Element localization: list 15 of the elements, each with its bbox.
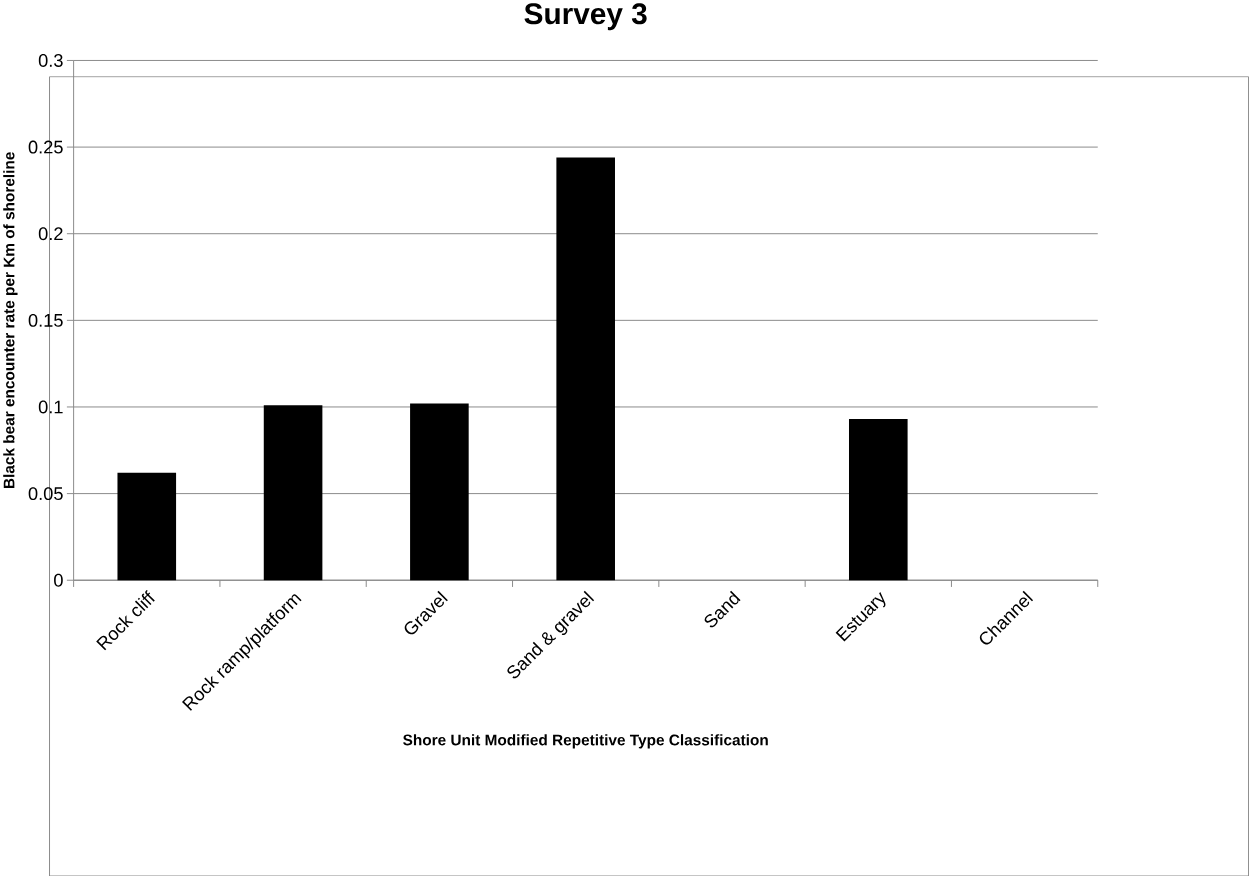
bar [263,405,323,580]
chart-title: Survey 3 [524,2,647,30]
y-tick-label: 0.05 [28,486,63,500]
y-axis-title: Black bear encounter rate per Km of shoreline [3,151,18,488]
y-tick-label: 0 [54,573,63,587]
y-tick-label: 0.15 [28,313,63,327]
x-axis-title: Shore Unit Modified Repetitive Type Classification [403,733,768,749]
bar [556,157,615,580]
y-tick-label: 0.1 [38,400,63,414]
bar [848,418,908,580]
y-tick-label: 0.2 [38,227,63,240]
y-tick-label: 0.3 [38,53,63,67]
bar [117,472,177,580]
y-tick-label: 0.25 [28,140,63,154]
bar [410,403,469,580]
